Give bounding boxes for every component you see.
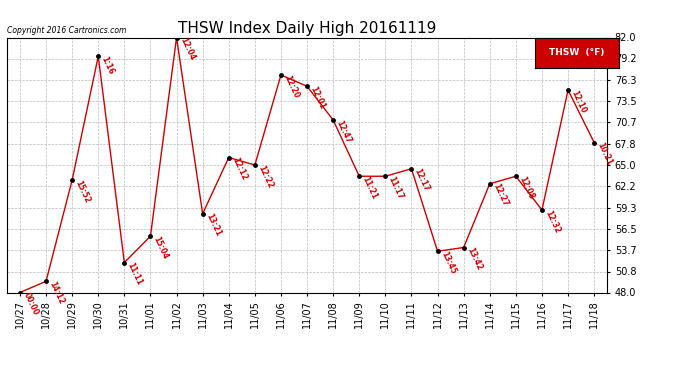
Text: 10:21: 10:21 (595, 141, 614, 167)
Text: Copyright 2016 Cartronics.com: Copyright 2016 Cartronics.com (7, 26, 126, 35)
Text: 13:45: 13:45 (439, 250, 457, 275)
Text: 12:20: 12:20 (282, 74, 301, 99)
Text: 11:17: 11:17 (386, 175, 405, 201)
Text: 12:47: 12:47 (335, 118, 353, 144)
Text: 14:12: 14:12 (48, 280, 66, 306)
Title: THSW Index Daily High 20161119: THSW Index Daily High 20161119 (178, 21, 436, 36)
Text: 12:22: 12:22 (256, 164, 275, 189)
Text: 12:32: 12:32 (543, 209, 562, 234)
Text: 13:42: 13:42 (465, 246, 484, 272)
Text: 12:12: 12:12 (230, 156, 248, 182)
Text: 12:01: 12:01 (308, 85, 327, 111)
Text: 00:00: 00:00 (21, 291, 40, 317)
Text: 11:11: 11:11 (126, 261, 144, 287)
Text: 12:17: 12:17 (413, 167, 431, 193)
Text: 13:21: 13:21 (204, 212, 222, 238)
Text: 15:52: 15:52 (74, 178, 92, 204)
Text: 12:10: 12:10 (569, 88, 588, 114)
Text: 12:04: 12:04 (178, 36, 196, 62)
Text: 11:21: 11:21 (361, 175, 379, 201)
Text: 12:27: 12:27 (491, 182, 509, 208)
Text: 15:04: 15:04 (152, 235, 170, 260)
Text: 12:08: 12:08 (518, 175, 535, 201)
Text: 1:16: 1:16 (99, 55, 116, 76)
